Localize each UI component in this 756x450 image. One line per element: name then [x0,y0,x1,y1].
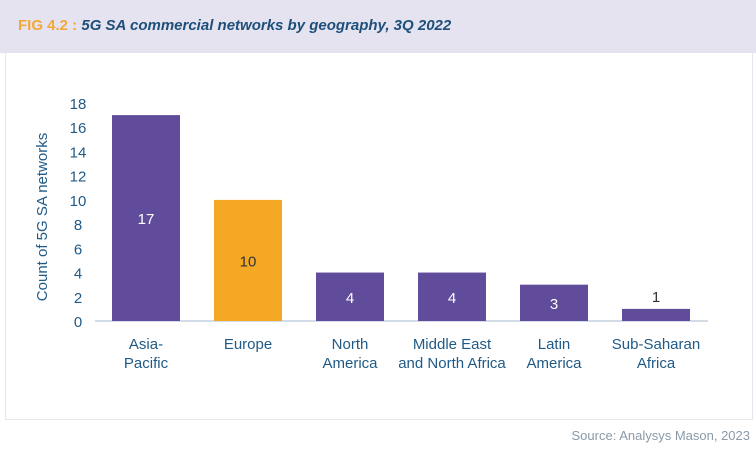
figure-title-text: 5G SA commercial networks by geography, … [81,17,452,34]
y-tick-label: 18 [70,96,87,113]
y-tick-label: 16 [70,120,87,137]
source-note: Source: Analysys Mason, 2023 [571,428,751,443]
x-tick-label: Latin [538,336,571,353]
x-tick-label: America [526,355,582,372]
bar [214,199,282,321]
y-tick-label: 6 [74,241,82,258]
bar [418,272,486,321]
x-tick-label: Pacific [124,355,169,372]
bar [622,308,690,321]
x-tick-label: Sub-Saharan [612,336,700,353]
figure-header: FIG 4.2 : 5G SA commercial networks by g… [0,0,756,53]
figure-number: FIG 4.2 : [18,17,82,34]
x-tick-label: North [332,336,369,353]
data-label: 1 [652,289,660,306]
x-tick-label: Asia- [129,336,163,353]
data-label: 10 [240,253,257,270]
bar [316,272,384,321]
y-tick-label: 0 [74,314,82,331]
bar [520,284,588,321]
y-tick-label: 12 [70,169,87,186]
y-tick-label: 4 [74,266,82,283]
x-tick-label: America [322,355,378,372]
x-tick-label: Europe [224,336,272,353]
y-tick-label: 2 [74,290,82,307]
data-label: 4 [346,290,354,307]
y-tick-label: 8 [74,217,82,234]
x-tick-label: and North Africa [398,355,506,372]
y-tick-label: 10 [70,193,87,210]
bar [112,115,180,321]
x-tick-label: Middle East [413,336,492,353]
figure-title: FIG 4.2 : 5G SA commercial networks by g… [18,17,451,34]
data-label: 3 [550,296,558,313]
data-label: 17 [138,211,155,228]
y-axis-label: Count of 5G SA networks [34,133,51,301]
y-tick-label: 14 [70,144,87,161]
data-label: 4 [448,290,456,307]
x-tick-label: Africa [637,355,676,372]
